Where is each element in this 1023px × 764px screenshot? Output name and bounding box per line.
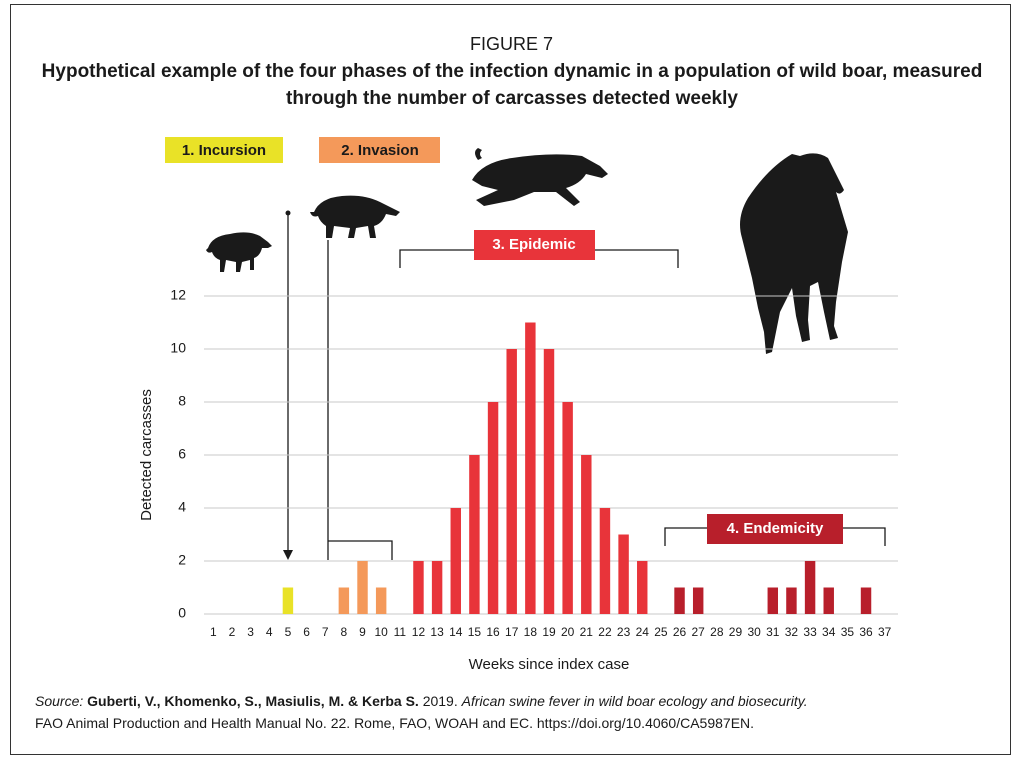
bar	[823, 587, 834, 614]
x-tick-label: 15	[468, 625, 482, 639]
x-tick-label: 5	[285, 625, 292, 639]
x-tick-label: 6	[303, 625, 310, 639]
bar	[450, 508, 461, 614]
x-tick-label: 35	[841, 625, 855, 639]
source-year: 2019.	[422, 693, 458, 709]
phase-label: 3. Epidemic	[492, 236, 575, 253]
x-tick-label: 4	[266, 625, 273, 639]
x-tick-label: 3	[247, 625, 254, 639]
bar	[581, 455, 592, 614]
bar	[804, 561, 816, 614]
x-tick-label: 11	[394, 625, 407, 639]
bar	[599, 508, 611, 614]
bar	[618, 534, 629, 614]
x-tick-label: 26	[673, 625, 687, 639]
chart: 1. Incursion 2. Invasion 3. Epidemic 4. …	[138, 137, 898, 673]
x-tick-label: 18	[524, 625, 538, 639]
bar	[413, 561, 424, 614]
y-tick-label: 6	[178, 446, 186, 462]
bar	[338, 587, 350, 614]
bar	[637, 561, 648, 614]
y-tick-label: 8	[178, 393, 186, 409]
x-tick-label: 34	[822, 625, 836, 639]
boar-silhouettes	[206, 148, 848, 354]
x-tick-label: 1	[210, 625, 217, 639]
source-book: African swine fever in wild boar ecology…	[461, 693, 808, 709]
bar	[562, 402, 573, 614]
x-tick-label: 31	[766, 625, 780, 639]
x-tick-label: 20	[561, 625, 575, 639]
phase-label: 3. Epidemic	[474, 230, 595, 260]
figure-frame	[10, 4, 1011, 755]
source: Source: Guberti, V., Khomenko, S., Masiu…	[35, 690, 995, 734]
bar	[543, 349, 555, 614]
y-tick-label: 2	[178, 552, 186, 568]
phase-label: 1. Incursion	[165, 137, 283, 163]
x-tick-label: 33	[803, 625, 817, 639]
x-tick-label: 24	[636, 625, 650, 639]
x-tick-label: 19	[542, 625, 556, 639]
y-axis-label: Detected carcasses	[138, 389, 155, 521]
phase-label: 4. Endemicity	[727, 520, 824, 537]
bar	[282, 587, 294, 614]
chart-title: Hypothetical example of the four phases …	[41, 61, 983, 109]
x-tick-label: 27	[692, 625, 706, 639]
x-tick-label: 9	[359, 625, 366, 639]
bar	[692, 587, 704, 614]
source-label: Source:	[35, 693, 84, 709]
x-tick-label: 16	[486, 625, 500, 639]
source-authors: Guberti, V., Khomenko, S., Masiulis, M. …	[87, 693, 419, 709]
phase-box	[165, 137, 283, 163]
x-tick-label: 36	[859, 625, 873, 639]
bar	[860, 587, 872, 614]
phase-box	[474, 230, 595, 260]
x-tick-label: 14	[449, 625, 463, 639]
bar	[767, 587, 779, 614]
bar	[487, 402, 499, 614]
x-tick-label: 23	[617, 625, 631, 639]
x-tick-label: 30	[747, 625, 761, 639]
figure-label: FIGURE 7	[469, 34, 553, 54]
phase-label: 1. Incursion	[182, 142, 266, 159]
x-tick-label: 28	[710, 625, 724, 639]
phase-box	[319, 137, 440, 163]
x-tick-label: 32	[785, 625, 799, 639]
source-details: FAO Animal Production and Health Manual …	[35, 715, 755, 731]
y-tick-label: 12	[170, 287, 186, 303]
arrow-start	[285, 210, 291, 216]
phase-label: 2. Invasion	[319, 137, 440, 163]
x-axis-label: Weeks since index case	[469, 656, 630, 673]
x-tick-label: 25	[654, 625, 668, 639]
bar	[375, 587, 387, 614]
x-tick-label: 21	[580, 625, 594, 639]
bar	[431, 561, 443, 614]
x-tick-label: 13	[430, 625, 444, 639]
x-tick-label: 7	[322, 625, 329, 639]
x-tick-label: 22	[598, 625, 612, 639]
bar	[786, 587, 797, 614]
x-tick-label: 8	[341, 625, 348, 639]
x-tick-label: 37	[878, 625, 892, 639]
x-tick-label: 12	[412, 625, 426, 639]
x-tick-label: 10	[374, 625, 388, 639]
bar	[469, 455, 480, 614]
x-tick-label: 17	[505, 625, 519, 639]
x-tick-label: 2	[229, 625, 236, 639]
bar	[525, 322, 536, 614]
bar	[674, 587, 685, 614]
bar	[357, 561, 368, 614]
phase-box	[707, 514, 843, 544]
phase-label: 2. Invasion	[341, 142, 419, 159]
arrow-head	[283, 550, 293, 560]
bar	[506, 349, 517, 614]
y-tick-label: 10	[170, 340, 186, 356]
phase-label: 4. Endemicity	[707, 514, 843, 544]
y-tick-label: 0	[178, 605, 186, 621]
x-tick-label: 29	[729, 625, 743, 639]
y-tick-label: 4	[178, 499, 186, 515]
